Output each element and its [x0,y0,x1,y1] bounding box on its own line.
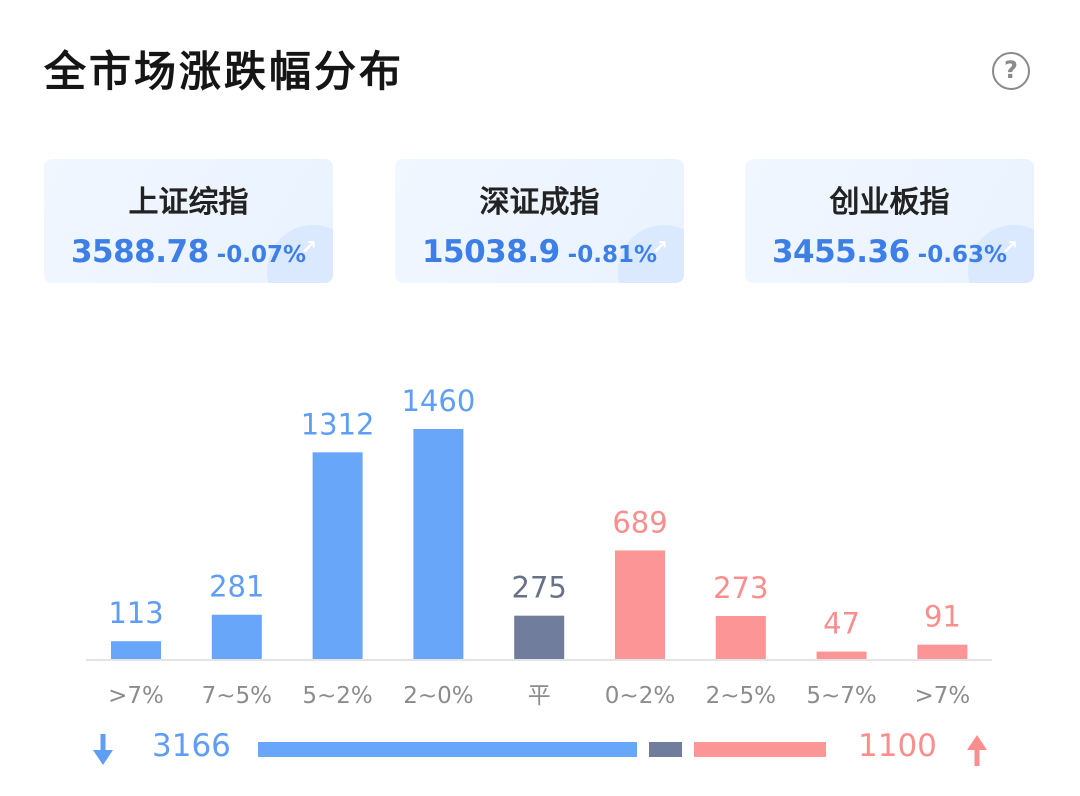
category-label: 2~5% [706,683,776,709]
index-card-shenzhen[interactable]: 深证成指 15038.9 -0.81% ↗ [395,159,684,283]
category-label: >7% [108,683,164,709]
fall-count: 3166 [152,728,231,764]
index-cards: 上证综指 3588.78 -0.07% ↗ 深证成指 15038.9 -0.81% … [44,159,1034,283]
category-label: 5~7% [806,683,876,709]
index-change: -0.63% [917,242,1008,268]
bar-8[interactable] [917,644,968,659]
index-value: 15038.9 [421,234,560,270]
category-label: 平 [528,683,551,709]
index-value: 3588.78 [70,234,209,270]
index-value: 3455.36 [771,234,910,270]
category-label: 5~2% [302,683,372,709]
bar-value-label: 1312 [301,407,375,441]
distribution-chart: 113 >7% 281 7~5% 1312 5~2% 1460 2~0% 275 平 689 0~2%… [86,384,992,709]
bar-value-label: 113 [108,596,163,630]
category-label: 2~0% [403,683,473,709]
index-name: 上证综指 [128,185,249,220]
index-change: -0.07% [216,242,307,268]
bar-6[interactable] [715,615,766,659]
index-values: 3588.78 -0.07% [44,233,333,276]
index-values: 3455.36 -0.63% [745,233,1034,276]
page-title: 全市场涨跌幅分布 [44,47,405,96]
bar-4[interactable] [514,615,565,659]
index-change: -0.81% [567,242,658,268]
rise-ratio-bar [694,742,826,757]
trend-up-icon: ↗ [651,235,668,259]
bar-3[interactable] [413,429,464,659]
category-label: >7% [915,683,971,709]
arrow-up-icon [967,735,987,766]
index-name: 创业板指 [829,185,950,220]
category-label: 0~2% [605,683,675,709]
fall-ratio-bar [258,742,638,757]
bar-value-label: 47 [823,607,860,641]
bar-5[interactable] [615,550,665,659]
bar-2[interactable] [312,452,363,659]
rise-fall-summary: 3166 1100 [0,726,1080,776]
bar-7[interactable] [816,651,867,659]
index-card-shanghai[interactable]: 上证综指 3588.78 -0.07% ↗ [44,159,333,283]
bar-1[interactable] [211,614,262,659]
trend-up-icon: ↗ [300,235,317,259]
bar-value-label: 91 [924,600,961,634]
category-label: 7~5% [202,683,272,709]
index-card-chinext[interactable]: 创业板指 3455.36 -0.63% ↗ [745,159,1034,283]
index-values: 15038.9 -0.81% [395,233,684,276]
rise-count: 1100 [858,728,937,764]
bar-value-label: 689 [612,505,667,539]
index-name: 深证成指 [479,185,600,220]
trend-up-icon: ↗ [1001,235,1018,259]
help-icon[interactable]: ? [992,52,1030,90]
flat-ratio-bar [649,742,683,757]
bar-value-label: 281 [209,570,264,604]
arrow-down-icon [93,734,113,765]
bar-value-label: 273 [713,571,768,605]
bar-value-label: 275 [512,571,567,605]
bar-0[interactable] [111,641,161,659]
bar-value-label: 1460 [401,384,475,418]
